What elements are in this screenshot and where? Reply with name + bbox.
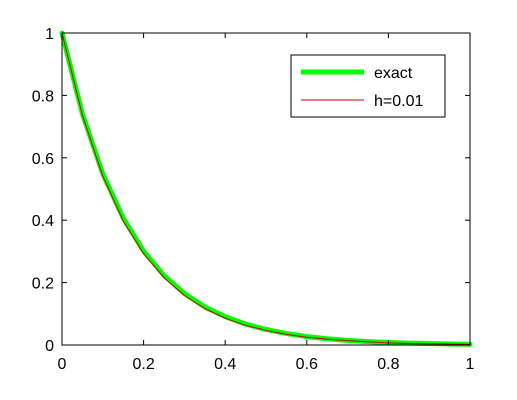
y-tick-label: 1: [45, 26, 54, 43]
x-tick-label: 0: [58, 356, 67, 373]
x-tick-label: 0.4: [214, 356, 236, 373]
y-tick-label: 0.4: [32, 213, 54, 230]
legend-box: [290, 54, 446, 118]
y-tick-label: 0: [45, 338, 54, 355]
axes-layer: 0 0.2 0.4 0.6 0.8 1 0 0.2 0.4 0.6 0.8 1: [32, 26, 475, 373]
y-tick-label: 0.8: [32, 88, 54, 105]
series-layer: [59, 30, 473, 347]
x-tick-label: 0.6: [296, 356, 318, 373]
legend-label-1: h=0.01: [374, 93, 423, 110]
legend: exact h=0.01: [290, 54, 446, 118]
x-tick-label: 0.2: [132, 356, 154, 373]
x-tick-label: 1: [466, 356, 475, 373]
series-line-1: [61, 32, 471, 345]
legend-label-0: exact: [374, 65, 413, 82]
y-tick-label: 0.6: [32, 151, 54, 168]
axes-frame: [61, 32, 471, 346]
x-tick-label: 0.8: [377, 356, 399, 373]
y-tick-label: 0.2: [32, 276, 54, 293]
